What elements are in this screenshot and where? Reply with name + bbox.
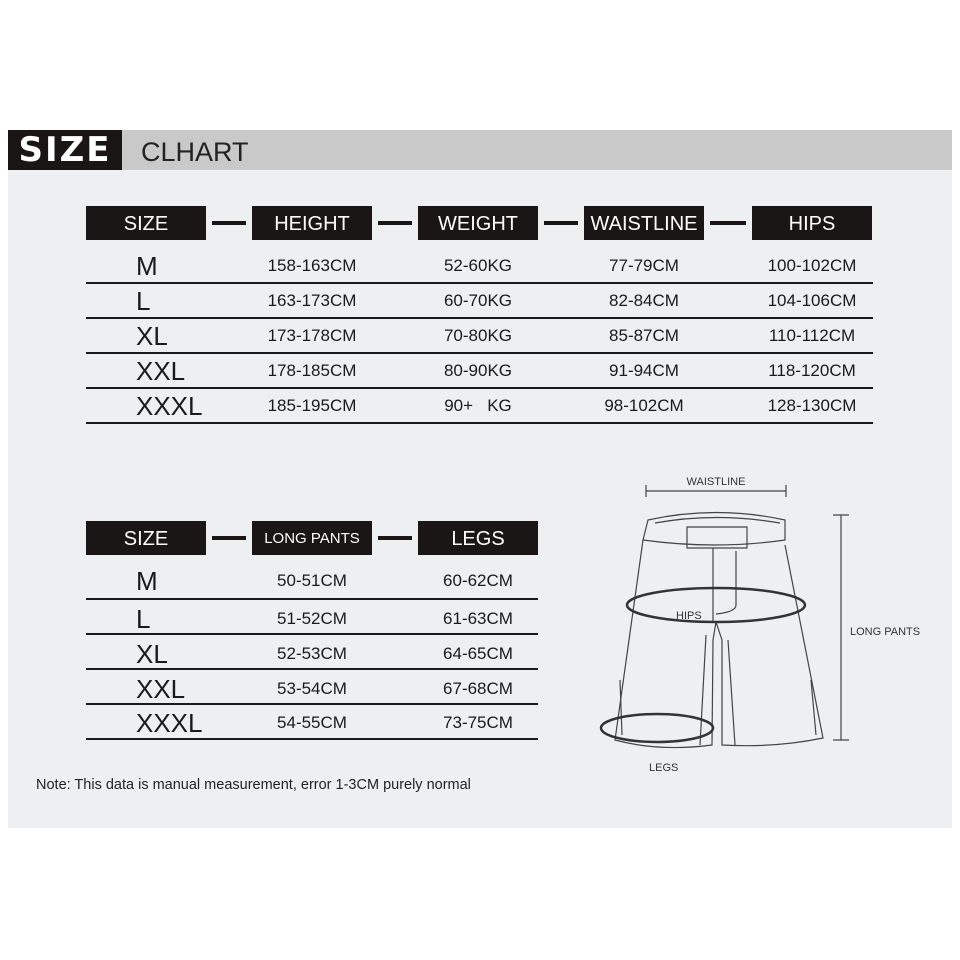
header-connector [710,221,746,225]
column-header-legs: LEGS [418,521,538,555]
table-cell: 61-63CM [443,609,513,628]
row-divider [86,598,538,600]
table-cell: 52-60KG [443,256,513,275]
waistline-measure [645,485,787,497]
row-divider [86,703,538,705]
column-header-size: SIZE [86,521,206,555]
table-cell: 52-53CM [277,644,347,663]
table-cell: 91-94CM [609,361,679,380]
table-cell: 90+ KG [444,396,512,415]
table-cell: 85-87CM [609,326,679,345]
table-cell: 51-52CM [277,609,347,628]
table-cell: 118-120CM [768,361,856,380]
chart-title: CLHART [141,137,249,167]
row-divider [86,387,873,389]
hips-label: HIPS [676,610,702,622]
chart-panel [8,130,952,828]
row-divider [86,282,873,284]
long-pants-measure [833,514,849,741]
row-divider [86,422,873,424]
size-label: XXL [136,674,186,704]
table-cell: 173-178CM [267,326,357,345]
table-cell: 82-84CM [609,291,679,310]
table-cell: 73-75CM [443,713,513,732]
hips-measure-ring [625,586,807,624]
table-cell: 163-173CM [267,291,357,310]
row-divider [86,668,538,670]
column-header-waistline: WAISTLINE [584,206,704,240]
row-divider [86,738,538,740]
column-header-weight: WEIGHT [418,206,538,240]
column-header-height: HEIGHT [252,206,372,240]
table-cell: 80-90KG [443,361,513,380]
shorts-outline [614,511,824,749]
size-label: XL [136,321,168,351]
table-cell: 178-185CM [267,361,357,380]
table-cell: 100-102CM [767,256,857,275]
table-cell: 158-163CM [267,256,357,275]
row-divider [86,633,538,635]
legs-label: LEGS [649,762,678,774]
waistline-label: WAISTLINE [687,476,746,488]
table-cell: 60-62CM [443,571,513,590]
table-cell: 60-70KG [443,291,513,310]
table-cell: 54-55CM [277,713,347,732]
header-connector [544,221,578,225]
long-pants-label: LONG PANTS [850,626,920,638]
row-divider [86,352,873,354]
table-cell: 53-54CM [277,679,347,698]
title-band [8,130,952,170]
table-cell: 50-51CM [277,571,347,590]
size-label: XXXL [136,708,203,738]
table-cell: 110-112CM [768,326,856,345]
table-cell: 185-195CM [267,396,357,415]
column-header-long-pants: LONG PANTS [252,521,372,555]
column-header-hips: HIPS [752,206,872,240]
size-label: M [136,251,158,281]
row-divider [86,317,873,319]
size-label: L [136,604,151,634]
header-connector [378,536,412,540]
header-connector [212,221,246,225]
table-cell: 70-80KG [443,326,513,345]
header-connector [212,536,246,540]
column-header-size: SIZE [86,206,206,240]
table-cell: 104-106CM [767,291,857,310]
size-label: XL [136,639,168,669]
size-label: L [136,286,151,316]
size-label: XXL [136,356,186,386]
table-cell: 98-102CM [604,396,684,415]
table-cell: 128-130CM [767,396,857,415]
size-logo: SIZE [8,130,122,170]
header-connector [378,221,412,225]
table-cell: 77-79CM [609,256,679,275]
table-cell: 67-68CM [443,679,513,698]
legs-measure-ring [599,712,715,744]
size-label: M [136,566,158,596]
size-label: XXXL [136,391,203,421]
measurement-note: Note: This data is manual measurement, e… [36,777,471,793]
table-cell: 64-65CM [443,644,513,663]
